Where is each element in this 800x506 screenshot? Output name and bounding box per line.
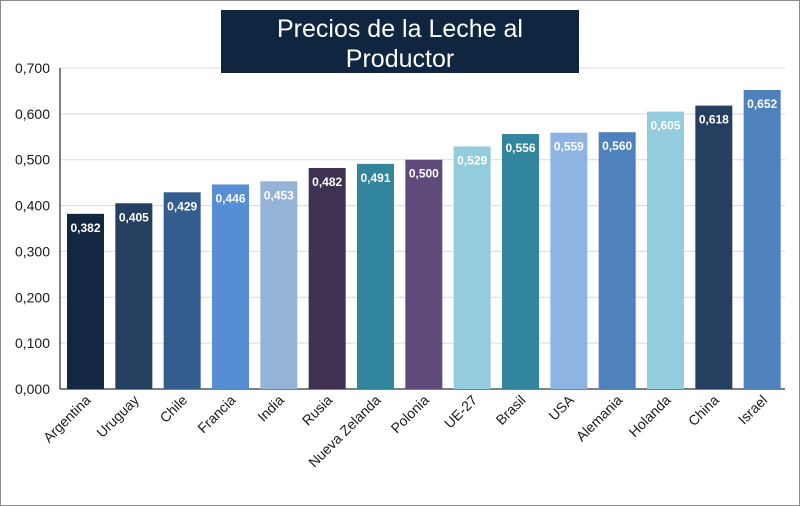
category-label: UE-27	[441, 392, 481, 432]
value-label: 0,453	[264, 188, 294, 202]
category-label: Chile	[156, 392, 190, 426]
value-label: 0,491	[360, 171, 390, 185]
bar-india	[260, 181, 298, 389]
bar-israel	[743, 90, 781, 390]
value-label: 0,556	[505, 141, 535, 155]
bar-nueva-zelanda	[357, 163, 394, 389]
bar-rusia	[308, 167, 346, 389]
category-label: Alemania	[573, 392, 626, 445]
y-tick-label: 0,300	[15, 243, 50, 259]
chart-title-box: Precios de la Leche al Productor - US$/k…	[221, 10, 579, 95]
y-tick-label: 0,500	[15, 152, 50, 168]
value-label: 0,382	[70, 221, 100, 235]
bar-holanda	[647, 111, 684, 390]
y-tick-label: 0,000	[15, 381, 50, 397]
bar-polonia	[405, 159, 443, 389]
y-tick-label: 0,100	[15, 335, 50, 351]
value-label: 0,559	[554, 140, 584, 154]
category-label: Israel	[735, 392, 771, 428]
y-tick-label: 0,600	[15, 106, 50, 122]
value-label: 0,605	[650, 119, 680, 133]
bar-usa	[550, 132, 588, 389]
value-label: 0,429	[167, 199, 197, 213]
value-label: 0,652	[747, 97, 777, 111]
chart-title: Precios de la Leche al Productor	[277, 15, 523, 73]
bar-brasil	[502, 134, 539, 389]
bar-china	[695, 105, 733, 390]
chart-subtitle: - US$/kg. de leche -	[320, 75, 480, 95]
category-label: USA	[545, 391, 577, 423]
y-tick-label: 0,700	[15, 60, 50, 76]
bar-francia	[212, 184, 249, 389]
value-label: 0,482	[312, 175, 342, 189]
category-label: Polonia	[388, 392, 432, 436]
category-label: Rusia	[299, 392, 336, 429]
category-label: Brasil	[493, 392, 529, 428]
bar-argentina	[67, 213, 104, 389]
value-label: 0,529	[457, 153, 487, 167]
bar-chile	[163, 192, 201, 389]
value-label: 0,500	[409, 167, 439, 181]
value-label: 0,618	[699, 113, 729, 127]
bar-ue-27	[453, 146, 491, 389]
category-label: China	[685, 392, 722, 429]
category-label: Holanda	[625, 392, 673, 440]
y-tick-label: 0,200	[15, 289, 50, 305]
category-label: Argentina	[40, 392, 94, 446]
value-label: 0,446	[215, 191, 245, 205]
category-label: Francia	[194, 392, 238, 436]
category-label: India	[254, 392, 287, 425]
bar-alemania	[598, 132, 636, 389]
value-label: 0,560	[602, 139, 632, 153]
y-tick-label: 0,400	[15, 198, 50, 214]
value-label: 0,405	[119, 210, 149, 224]
category-label: Uruguay	[93, 392, 142, 441]
bar-uruguay	[115, 203, 153, 389]
